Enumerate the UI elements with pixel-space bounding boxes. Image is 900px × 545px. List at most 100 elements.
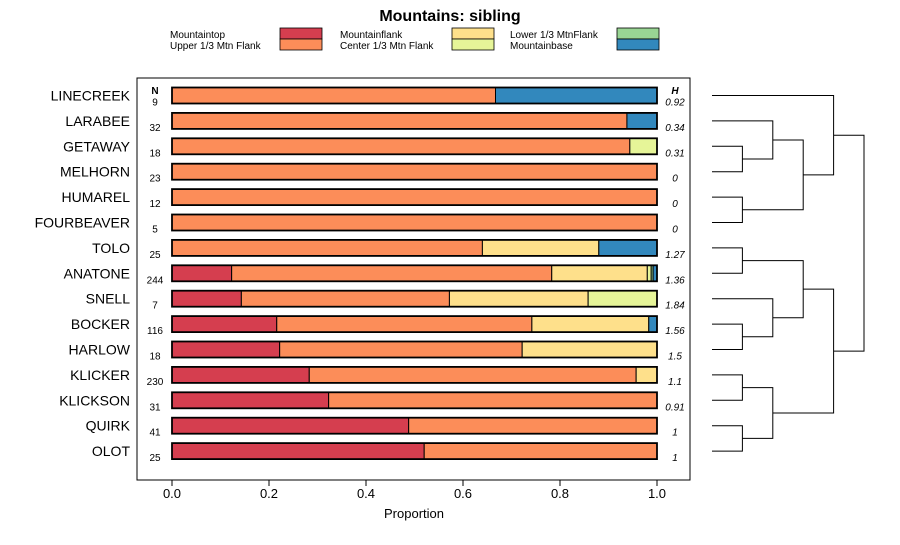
x-tick-label: 0.6 — [454, 486, 472, 501]
bar-segment-tolo-upper-1-3-mtn-flank — [171, 239, 483, 257]
dendrogram-link — [742, 387, 774, 439]
bar-segment-harlow-upper-1-3-mtn-flank — [279, 341, 523, 358]
x-tick-label: 0.2 — [260, 486, 278, 501]
bar-segment-klicker-upper-1-3-mtn-flank — [308, 366, 637, 384]
bar-segment-larabee-upper-1-3-mtn-flank — [171, 112, 628, 130]
category-label-quirk: QUIRK — [86, 418, 131, 434]
bar-segment-anatone-center-1-3-mtn-flank — [646, 264, 652, 282]
bar-segment-anatone-mountaintop — [171, 264, 233, 282]
bar-segment-tolo-mountainflank — [481, 239, 600, 257]
bar-segment-linecreek-upper-1-3-mtn-flank — [171, 87, 496, 104]
n-value-linecreek: 9 — [152, 98, 158, 109]
bar-outline-harlow — [171, 340, 658, 359]
h-value-tolo: 1.27 — [665, 250, 685, 261]
bar-segment-olot-mountaintop — [171, 442, 425, 460]
h-value-linecreek: 0.92 — [665, 98, 685, 109]
bar-segment-anatone-upper-1-3-mtn-flank — [231, 264, 553, 282]
n-value-olot: 25 — [149, 453, 161, 464]
bar-outline-fourbeaver — [171, 213, 658, 232]
category-label-bocker: BOCKER — [71, 316, 130, 332]
x-axis-label: Proportion — [384, 506, 444, 521]
bar-outline-klicker — [171, 365, 658, 384]
category-label-snell: SNELL — [86, 291, 131, 307]
n-value-melhorn: 23 — [149, 174, 161, 185]
legend-swatch-mountainbase — [616, 38, 660, 51]
bar-segment-harlow-mountaintop — [171, 341, 281, 358]
bar-segment-bocker-mountainflank — [531, 315, 650, 333]
bar-segment-klickson-upper-1-3-mtn-flank — [328, 391, 658, 409]
legend-swatch-mountainflank — [451, 27, 495, 40]
bar-rows: LINECREEK 9 0.92 LARABEE 32 0.34 GETAWAY 18 0.31… — [35, 86, 685, 464]
category-label-larabee: LARABEE — [65, 113, 130, 129]
bar-segment-bocker-mountainbase — [648, 315, 658, 333]
h-value-getaway: 0.31 — [665, 148, 684, 159]
bar-segment-snell-upper-1-3-mtn-flank — [240, 290, 450, 308]
bar-segment-getaway-center-1-3-mtn-flank — [629, 137, 658, 155]
category-label-melhorn: MELHORN — [60, 164, 130, 180]
bar-segment-linecreek-mountainbase — [494, 87, 658, 104]
n-value-klickson: 31 — [149, 402, 161, 413]
n-column-header: N — [151, 86, 158, 97]
legend-label-lower-1-3-mtnflank: Lower 1/3 MtnFlank — [510, 30, 599, 41]
dendrogram-link — [712, 145, 743, 173]
bar-segment-quirk-upper-1-3-mtn-flank — [408, 417, 658, 435]
bar-segment-bocker-upper-1-3-mtn-flank — [276, 315, 533, 333]
h-value-olot: 1 — [672, 453, 678, 464]
x-tick-label: 0.8 — [551, 486, 569, 501]
legend-label-upper-1-3-mtn-flank: Upper 1/3 Mtn Flank — [170, 41, 262, 52]
bar-outline-bocker — [171, 315, 658, 334]
category-label-fourbeaver: FOURBEAVER — [35, 215, 130, 231]
n-value-humarel: 12 — [149, 199, 161, 210]
n-value-larabee: 32 — [149, 123, 161, 134]
bar-segment-anatone-mountainflank — [551, 264, 648, 282]
n-value-fourbeaver: 5 — [152, 225, 158, 236]
h-value-klickson: 0.91 — [665, 402, 684, 413]
bar-outline-anatone — [171, 264, 658, 283]
bar-segment-larabee-mountainbase — [626, 112, 658, 130]
dendrogram — [712, 95, 865, 452]
legend-label-mountainbase: Mountainbase — [510, 41, 573, 52]
category-label-anatone: ANATONE — [64, 265, 130, 281]
h-value-fourbeaver: 0 — [672, 225, 678, 236]
n-value-harlow: 18 — [149, 352, 161, 363]
legend-label-mountainflank: Mountainflank — [340, 30, 403, 41]
category-label-tolo: TOLO — [92, 240, 130, 256]
category-label-getaway: GETAWAY — [63, 138, 131, 154]
n-value-bocker: 116 — [147, 326, 163, 337]
legend-swatch-upper-1-3-mtn-flank — [279, 38, 323, 51]
bar-outline-tolo — [171, 238, 658, 257]
h-value-harlow: 1.5 — [668, 352, 682, 363]
bar-outline-linecreek — [171, 86, 658, 105]
x-axis: 0.0 0.2 0.4 0.6 0.8 1.0 — [163, 480, 666, 501]
n-value-klicker: 230 — [147, 377, 164, 388]
bar-segment-klicker-mountaintop — [171, 366, 310, 384]
chart-title: Mountains: sibling — [379, 8, 520, 25]
bar-segment-snell-center-1-3-mtn-flank — [587, 290, 658, 308]
bar-segment-klickson-mountaintop — [171, 391, 330, 409]
legend-swatch-lower-1-3-mtnflank — [616, 27, 660, 40]
n-value-quirk: 41 — [149, 428, 161, 439]
h-value-quirk: 1 — [672, 428, 678, 439]
h-column-header: H — [671, 86, 679, 97]
n-value-snell: 7 — [152, 301, 158, 312]
category-label-linecreek: LINECREEK — [51, 88, 131, 104]
bar-outline-klickson — [171, 391, 658, 410]
legend-label-center-1-3-mtn-flank: Center 1/3 Mtn Flank — [340, 41, 434, 52]
bar-outline-larabee — [171, 112, 658, 130]
plot-frame — [136, 77, 691, 481]
category-label-klickson: KLICKSON — [59, 392, 130, 408]
dendrogram-link — [833, 134, 865, 352]
bar-outline-getaway — [171, 137, 658, 156]
bar-segment-klicker-mountainflank — [635, 366, 658, 384]
bar-outline-humarel — [171, 188, 658, 207]
legend: Mountaintop Mountainflank Lower 1/3 MtnFla… — [170, 27, 660, 52]
bar-segment-snell-mountainflank — [448, 290, 589, 308]
dendrogram-link — [712, 374, 743, 401]
n-value-tolo: 25 — [149, 250, 161, 261]
dendrogram-link — [712, 196, 743, 223]
h-value-klicker: 1.1 — [668, 377, 682, 388]
dendrogram-link — [712, 247, 743, 274]
bar-segment-getaway-upper-1-3-mtn-flank — [171, 137, 631, 155]
category-label-humarel: HUMAREL — [62, 189, 131, 205]
